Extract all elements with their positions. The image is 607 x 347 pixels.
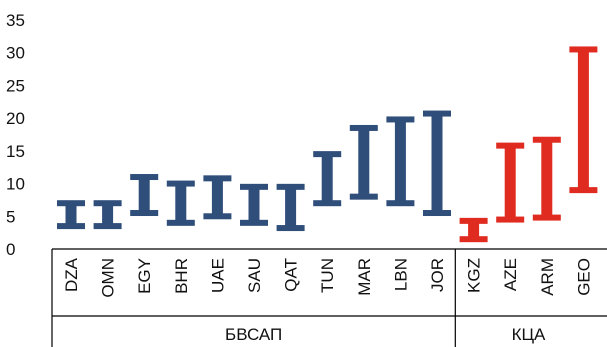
range-bar-low-cap-jor xyxy=(423,210,451,217)
y-axis: 0 5 10 15 20 25 30 35 xyxy=(6,11,25,259)
x-tick-label: QAT xyxy=(282,258,301,292)
range-bar-stem-bhr xyxy=(175,183,187,223)
range-bar-low-cap-lbn xyxy=(386,200,415,207)
range-bar-stem-sau xyxy=(248,186,260,223)
range-bar-low-cap-tun xyxy=(313,200,342,207)
range-bar-stem-tun xyxy=(321,154,333,204)
bars xyxy=(57,46,598,243)
range-bar-high-cap-omn xyxy=(93,200,122,207)
y-tick-label: 35 xyxy=(6,11,25,30)
range-bar-high-cap-arm xyxy=(532,136,561,143)
x-tick-label: KGZ xyxy=(465,258,484,293)
range-bar-stem-omn xyxy=(102,203,114,227)
x-tick-label: OMN xyxy=(99,258,118,298)
x-tick-label: GEO xyxy=(574,258,593,296)
y-tick-label: 10 xyxy=(6,175,25,194)
range-bar-low-cap-egy xyxy=(130,210,159,217)
y-tick-label: 15 xyxy=(6,142,25,161)
range-bar-stem-jor xyxy=(431,113,443,214)
y-tick-label: 25 xyxy=(6,76,25,95)
y-tick-label: 0 xyxy=(6,240,15,259)
range-bar-low-cap-geo xyxy=(569,187,598,194)
x-tick-label: LBN xyxy=(391,258,410,291)
range-bar-high-cap-qat xyxy=(276,183,305,190)
range-bar-stem-arm xyxy=(541,139,553,218)
x-tick-label: DZA xyxy=(62,257,81,292)
range-bar-stem-dza xyxy=(65,203,77,227)
x-tick-label: AZE xyxy=(501,258,520,291)
range-bar-stem-uae xyxy=(211,178,223,217)
range-bar-low-cap-aze xyxy=(496,216,525,223)
x-tick-label: JOR xyxy=(428,258,447,292)
y-tick-label: 5 xyxy=(6,207,15,226)
range-bar-high-cap-lbn xyxy=(386,116,415,123)
range-bar-stem-lbn xyxy=(394,119,406,204)
x-tick-label: MAR xyxy=(355,258,374,296)
range-bar-stem-aze xyxy=(504,145,516,220)
range-bar-high-cap-tun xyxy=(313,151,342,158)
range-bar-low-cap-mar xyxy=(349,193,378,200)
range-bar-low-cap-arm xyxy=(532,214,561,221)
group-label: КЦА xyxy=(512,325,546,344)
y-tick-label: 30 xyxy=(6,44,25,63)
range-bar-high-cap-bhr xyxy=(166,180,195,187)
range-bar-high-cap-sau xyxy=(240,183,268,190)
range-bar-low-cap-dza xyxy=(57,223,85,230)
range-bar-high-cap-geo xyxy=(569,46,598,53)
x-tick-label: UAE xyxy=(208,258,227,293)
range-bar-stem-qat xyxy=(285,186,297,229)
range-bar-low-cap-bhr xyxy=(166,219,195,226)
x-tick-label: EGY xyxy=(135,258,154,294)
range-bar-high-cap-mar xyxy=(349,124,378,131)
group-label: БВСАП xyxy=(225,325,282,344)
range-bar-high-cap-jor xyxy=(423,110,451,117)
range-bar-low-cap-kgz xyxy=(459,236,488,243)
range-bar-low-cap-sau xyxy=(240,219,268,226)
x-tick-label: SAU xyxy=(245,258,264,293)
range-bar-high-cap-uae xyxy=(203,175,232,182)
range-bar-low-cap-qat xyxy=(276,225,305,232)
x-axis: DZA OMN EGY BHR UAE SAU QAT TUN MAR LBN JOR KGZ AZE A… xyxy=(51,248,607,347)
range-bar-stem-geo xyxy=(577,49,589,191)
range-bar-high-cap-aze xyxy=(496,142,525,149)
range-bar-high-cap-dza xyxy=(57,200,85,207)
range-bar-stem-egy xyxy=(138,177,150,214)
range-bar-high-cap-egy xyxy=(130,174,159,181)
range-bar-stem-kgz xyxy=(468,220,480,240)
x-tick-label: TUN xyxy=(318,258,337,293)
range-bar-high-cap-kgz xyxy=(459,217,488,224)
x-tick-label: ARM xyxy=(538,258,557,296)
y-tick-label: 20 xyxy=(6,109,25,128)
range-bar-stem-mar xyxy=(358,127,370,197)
range-bar-low-cap-uae xyxy=(203,213,232,220)
x-tick-label: BHR xyxy=(172,258,191,294)
range-bar-low-cap-omn xyxy=(93,223,122,230)
